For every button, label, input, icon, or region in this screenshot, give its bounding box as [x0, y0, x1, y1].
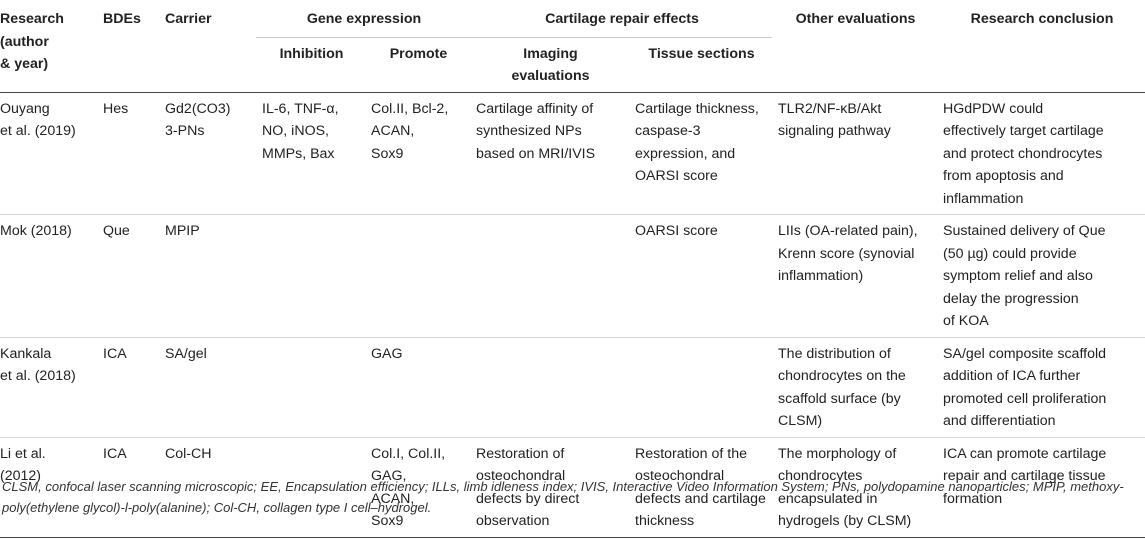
table-row: Kankala et al. (2018) ICA SA/gel GAG The… — [0, 337, 1145, 437]
header-carrier: Carrier — [165, 11, 212, 27]
cell-other: The morphology of chondrocytes encapsula… — [778, 445, 912, 530]
header-research: Research (author & year) — [0, 11, 64, 72]
cell-tissue: OARSI score — [635, 223, 718, 239]
table-row: Mok (2018) Que MPIP OARSI score LIIs (OA… — [0, 215, 1145, 338]
cell-tissue: Restoration of the osteochondral defects… — [635, 445, 766, 530]
cell-research: Ouyang et al. (2019) — [0, 100, 76, 140]
cell-inhibition — [256, 215, 365, 338]
cell-research: Mok (2018) — [0, 223, 72, 239]
cell-promote: GAG — [371, 345, 403, 362]
cell-inhibition — [256, 337, 365, 437]
header-other-evaluations: Other evaluations — [795, 11, 916, 27]
header-cartilage-repair: Cartilage repair effects — [470, 2, 773, 38]
cell-conclusion: HGdPDW could effectively target cartilag… — [943, 100, 1104, 207]
cell-imaging — [470, 337, 629, 437]
cell-promote: Col.II, Bcl-2, ACAN, Sox9 — [371, 100, 449, 162]
header-gene-expression: Gene expression — [256, 2, 470, 38]
header-promote: Promote — [389, 45, 448, 62]
cell-tissue: Cartilage thickness, caspase-3 expressio… — [635, 100, 759, 185]
header-imaging: Imaging evaluations — [511, 45, 590, 85]
cell-carrier: MPIP — [165, 223, 200, 239]
cell-imaging: Restoration of osteochondral defects by … — [476, 445, 580, 530]
cell-inhibition: IL-6, TNF-α, NO, iNOS, MMPs, Bax — [262, 100, 339, 162]
header-tissue-sections: Tissue sections — [648, 45, 755, 62]
cell-conclusion: ICA can promote cartilage repair and car… — [943, 445, 1107, 507]
table-header: Research (author & year) BDEs Carrier Ge… — [0, 2, 1145, 92]
cell-tissue — [629, 337, 772, 437]
cell-bdes: Que — [103, 223, 130, 239]
cell-bdes: Hes — [103, 100, 129, 117]
cell-imaging — [470, 215, 629, 338]
table-footnote: CLSM, confocal laser scanning microscopi… — [2, 479, 1124, 515]
cell-promote: Col.I, Col.II, GAG, ACAN, Sox9 — [371, 445, 446, 530]
cell-other: TLR2/NF-κB/Akt signaling pathway — [778, 100, 891, 140]
cell-other: The distribution of chondrocytes on the … — [778, 345, 906, 430]
table-row: Li et al. (2012) ICA Col-CH Col.I, Col.I… — [0, 437, 1145, 537]
cell-bdes: ICA — [103, 445, 127, 462]
header-inhibition: Inhibition — [279, 45, 344, 62]
cell-promote — [365, 215, 470, 338]
cell-bdes: ICA — [103, 345, 127, 362]
cell-conclusion: SA/gel composite scaffold addition of IC… — [943, 345, 1107, 430]
cell-imaging: Cartilage affinity of synthesized NPs ba… — [476, 100, 596, 162]
cell-research: Li et al. (2012) — [0, 445, 46, 485]
header-bdes: BDEs — [103, 11, 141, 27]
cell-research: Kankala et al. (2018) — [0, 345, 76, 385]
table-body: Ouyang et al. (2019) Hes Gd2(CO3) 3-PNs … — [0, 92, 1145, 537]
cell-other: LIIs (OA-related pain), Krenn score (syn… — [778, 223, 918, 284]
cell-carrier: Gd2(CO3) 3-PNs — [165, 100, 231, 140]
cell-carrier: SA/gel — [165, 345, 207, 362]
cell-carrier: Col-CH — [165, 445, 212, 462]
cell-conclusion: Sustained delivery of Que (50 µg) could … — [943, 223, 1106, 329]
header-research-conclusion: Research conclusion — [970, 11, 1114, 27]
table-row: Ouyang et al. (2019) Hes Gd2(CO3) 3-PNs … — [0, 92, 1145, 215]
